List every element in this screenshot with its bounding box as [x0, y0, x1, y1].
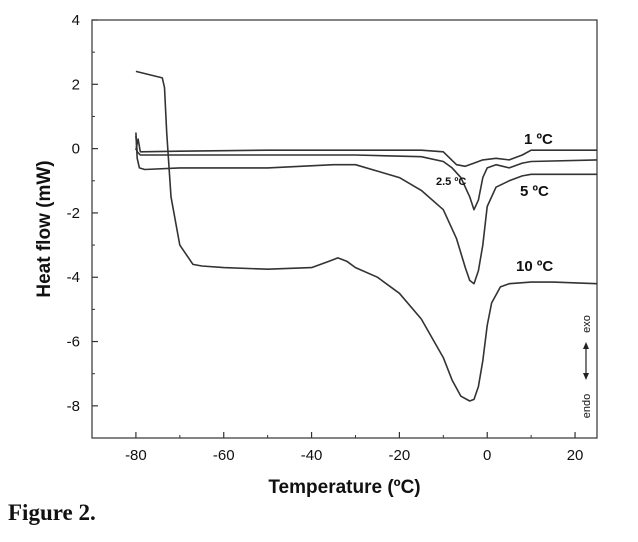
x-tick-label: 0 — [483, 447, 491, 464]
exo-endo-indicator: exo endo — [581, 315, 593, 418]
series-label-2: 2.5 ºC — [436, 176, 466, 188]
x-axis-ticks: -80 -60 -40 -20 0 20 — [91, 432, 584, 464]
x-axis-title: Temperature (ºC) — [268, 477, 420, 498]
endo-label: endo — [581, 394, 593, 418]
series-line-3 — [135, 132, 597, 285]
x-tick-label: -60 — [213, 447, 235, 464]
series-line-2 — [135, 135, 598, 211]
series-label-3: 5 ºC — [520, 183, 549, 200]
plot-frame — [91, 19, 598, 439]
y-tick-label: -8 — [67, 398, 80, 415]
series-labels: 1 ºC 2.5 ºC 5 ºC 10 ºC — [436, 131, 553, 275]
y-tick-label: 0 — [72, 141, 80, 158]
x-tick-label: -20 — [389, 447, 411, 464]
y-axis-title: Heat flow (mW) — [34, 160, 55, 297]
series-line-4 — [135, 70, 598, 402]
y-axis-ticks: -8 -6 -4 -2 0 2 4 — [67, 12, 98, 439]
x-tick-label: -80 — [125, 447, 147, 464]
curves — [135, 70, 598, 402]
y-tick-label: 4 — [72, 12, 80, 29]
arrow-down-icon — [583, 373, 589, 380]
y-tick-label: 2 — [72, 76, 80, 93]
y-tick-label: -6 — [67, 334, 80, 351]
x-tick-label: -40 — [301, 447, 323, 464]
figure-caption: Figure 2. — [8, 500, 96, 525]
series-line-1 — [135, 138, 597, 168]
series-label-4: 10 ºC — [516, 258, 553, 275]
y-tick-label: -2 — [67, 205, 80, 222]
y-tick-label: -4 — [67, 269, 80, 286]
x-tick-label: 20 — [567, 447, 584, 464]
arrow-up-icon — [583, 342, 589, 349]
exo-label: exo — [581, 315, 593, 333]
series-label-1: 1 ºC — [524, 131, 553, 148]
